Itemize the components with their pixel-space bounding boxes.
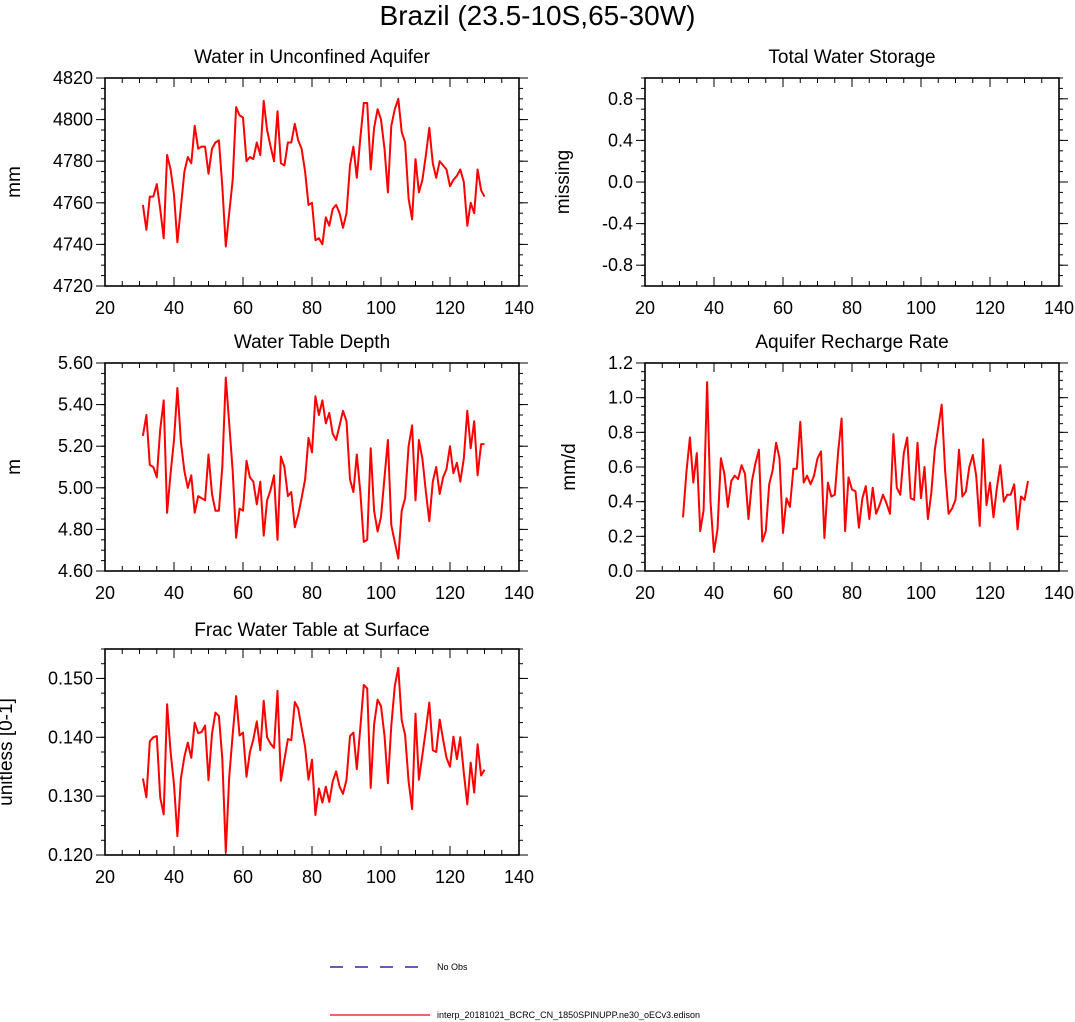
plot-frame	[644, 362, 1060, 572]
series-line-model	[141, 97, 486, 248]
y-tick-label: 0.4	[608, 130, 633, 150]
panel-water-table-depth: Water Table Depth m 20 40 60 80 100 120 140 4.6…	[4, 332, 534, 603]
x-tick-label: 40	[704, 298, 724, 318]
x-tick-label: 140	[1044, 298, 1074, 318]
x-tick-label: 100	[366, 867, 396, 887]
y-axis-label: unitless [0-1]	[0, 698, 17, 806]
x-tick-label: 100	[366, 583, 396, 603]
x-tick-label: 60	[773, 298, 793, 318]
x-tick-label: 120	[975, 583, 1005, 603]
x-tick-label: 20	[95, 298, 115, 318]
panel-title: Water Table Depth	[234, 332, 390, 353]
y-tick-label: 4.60	[58, 561, 93, 581]
x-tick-label: 40	[164, 298, 184, 318]
x-tick-label: 100	[366, 298, 396, 318]
y-tick-label: 0.140	[48, 727, 93, 747]
y-tick-label: 4780	[53, 151, 93, 171]
x-tick-label: 140	[504, 867, 534, 887]
y-tick-label: 0.0	[608, 172, 633, 192]
y-tick-label: 5.00	[58, 478, 93, 498]
x-tick-label: 140	[504, 298, 534, 318]
x-tick-label: 40	[164, 583, 184, 603]
y-tick-label: 5.40	[58, 395, 93, 415]
panel-aquifer-recharge-rate: Aquifer Recharge Rate mm/d 20 40 60 80 100 12…	[559, 332, 1074, 603]
x-tick-label: 80	[842, 298, 862, 318]
x-tick-label: 120	[435, 583, 465, 603]
y-tick-label: 5.20	[58, 436, 93, 456]
panel-frac-water-table-at-surface: Frac Water Table at Surface unitless [0-…	[0, 620, 534, 887]
x-tick-label: 80	[302, 298, 322, 318]
x-tick-label: 60	[233, 867, 253, 887]
y-tick-label: 0.8	[608, 89, 633, 109]
y-axis-label: missing	[553, 150, 574, 214]
y-tick-label: 0.120	[48, 845, 93, 865]
y-axis-label: mm	[4, 166, 25, 198]
x-tick-label: 40	[164, 867, 184, 887]
y-tick-label: 4800	[53, 110, 93, 130]
y-tick-label: 5.60	[58, 353, 93, 373]
plot-frame	[644, 77, 1060, 287]
y-tick-label: 1.0	[608, 388, 633, 408]
y-tick-label: 0.150	[48, 668, 93, 688]
plot-frame	[104, 362, 520, 572]
y-tick-label: 0.4	[608, 492, 633, 512]
series-line-model	[141, 376, 485, 560]
x-tick-label: 100	[906, 298, 936, 318]
series-line-model	[141, 666, 486, 854]
y-tick-label: 0.0	[608, 561, 633, 581]
series-line-model	[682, 381, 1029, 553]
y-tick-label: 0.8	[608, 422, 633, 442]
legend-model-label: interp_20181021_BCRC_CN_1850SPINUPP.ne30…	[437, 1010, 700, 1020]
panel-water-in-unconfined-aquifer: Water in Unconfined Aquifer mm 20 40 60 80 1…	[4, 47, 534, 318]
y-tick-label: 1.2	[608, 353, 633, 373]
x-tick-label: 60	[773, 583, 793, 603]
x-tick-label: 80	[302, 583, 322, 603]
panel-title: Aquifer Recharge Rate	[755, 332, 948, 353]
y-tick-label: 0.6	[608, 457, 633, 477]
panel-total-water-storage: Total Water Storage missing 20 40 60 80 100 1…	[553, 47, 1074, 318]
x-tick-label: 80	[842, 583, 862, 603]
panel-title: Frac Water Table at Surface	[194, 620, 430, 641]
x-tick-label: 60	[233, 583, 253, 603]
x-tick-label: 20	[95, 583, 115, 603]
x-tick-label: 20	[635, 298, 655, 318]
x-tick-label: 80	[302, 867, 322, 887]
y-tick-label: -0.4	[602, 214, 633, 234]
x-tick-label: 20	[95, 867, 115, 887]
y-axis-label: mm/d	[559, 443, 580, 491]
x-tick-label: 140	[504, 583, 534, 603]
y-tick-label: 0.2	[608, 526, 633, 546]
legend-obs-label: No Obs	[437, 962, 468, 972]
x-tick-label: 60	[233, 298, 253, 318]
x-tick-label: 20	[635, 583, 655, 603]
y-tick-label: 4820	[53, 68, 93, 88]
y-tick-label: 4720	[53, 276, 93, 296]
plot-frame	[104, 648, 520, 856]
y-axis-label: m	[4, 459, 25, 475]
x-tick-label: 120	[435, 298, 465, 318]
x-tick-label: 140	[1044, 583, 1074, 603]
x-tick-label: 120	[435, 867, 465, 887]
y-tick-label: 4760	[53, 193, 93, 213]
y-tick-label: 0.130	[48, 786, 93, 806]
x-tick-label: 40	[704, 583, 724, 603]
legend: No Obs interp_20181021_BCRC_CN_1850SPINU…	[330, 962, 700, 1020]
y-tick-label: 4.80	[58, 519, 93, 539]
figure-title: Brazil (23.5-10S,65-30W)	[379, 0, 696, 31]
y-tick-label: -0.8	[602, 255, 633, 275]
y-tick-label: 4740	[53, 234, 93, 254]
panel-title: Water in Unconfined Aquifer	[194, 47, 431, 68]
x-tick-label: 100	[906, 583, 936, 603]
plot-frame	[104, 77, 520, 287]
x-tick-label: 120	[975, 298, 1005, 318]
panel-title: Total Water Storage	[768, 47, 935, 68]
